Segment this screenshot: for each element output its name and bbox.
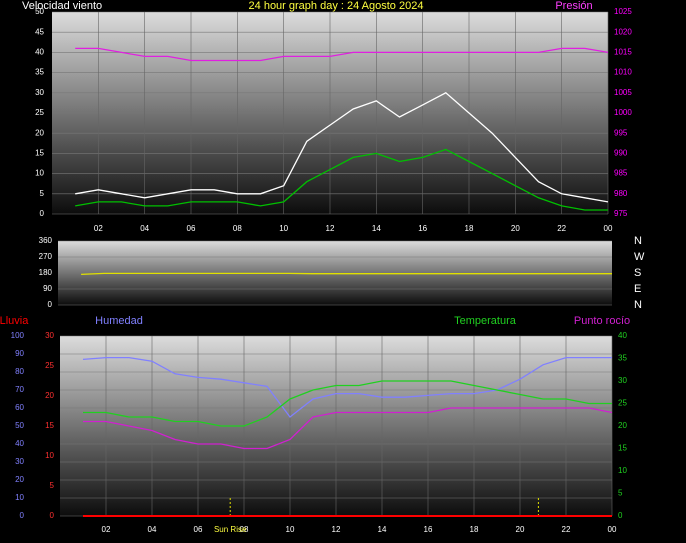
x-tick-label: 02 xyxy=(94,224,103,233)
x-tick-label: 14 xyxy=(372,224,381,233)
y-tick-label: 25 xyxy=(35,108,44,117)
y-tick-label: 5 xyxy=(40,189,45,198)
y2-tick-label: 0 xyxy=(618,511,623,520)
x-tick-label: 20 xyxy=(511,224,520,233)
y3-tick-label: 15 xyxy=(45,421,54,430)
x-tick-label: 00 xyxy=(608,525,617,534)
y-tick-label: 20 xyxy=(35,128,44,137)
legend-label: Punto rocío xyxy=(574,315,630,327)
y2-axis-label: Presión xyxy=(555,0,592,12)
y3-tick-label: 0 xyxy=(50,511,55,520)
y-tick-label: 180 xyxy=(39,268,53,277)
y-tick-label: 40 xyxy=(35,48,44,57)
y2-tick-label: 1005 xyxy=(614,88,632,97)
y2-tick-label: 30 xyxy=(618,376,627,385)
y-tick-label: 15 xyxy=(35,149,44,158)
x-tick-label: 08 xyxy=(233,224,242,233)
y-tick-label: 0 xyxy=(48,300,53,309)
chart-title: 24 hour graph day : 24 Agosto 2024 xyxy=(249,0,424,12)
y-tick-label: 10 xyxy=(35,169,44,178)
y2-tick-label: 15 xyxy=(618,444,627,453)
legend-label: Temperatura xyxy=(454,315,517,327)
y-tick-label: 50 xyxy=(35,7,44,16)
series-line xyxy=(81,272,612,276)
y-tick-label: 30 xyxy=(15,457,24,466)
y-tick-label: 100 xyxy=(11,331,25,340)
x-tick-label: 02 xyxy=(102,525,111,534)
y2-tick-label: 980 xyxy=(614,189,628,198)
series-line xyxy=(83,407,613,450)
x-tick-label: 12 xyxy=(332,525,341,534)
y3-tick-label: 5 xyxy=(50,481,55,490)
x-tick-label: 06 xyxy=(187,224,196,233)
series-line xyxy=(75,47,609,62)
x-tick-label: 10 xyxy=(279,224,288,233)
y-tick-label: 35 xyxy=(35,68,44,77)
y-tick-label: 45 xyxy=(35,27,44,36)
y-tick-label: 270 xyxy=(39,252,53,261)
x-tick-label: 00 xyxy=(604,224,613,233)
y-tick-label: 50 xyxy=(15,421,24,430)
x-tick-label: 04 xyxy=(140,224,149,233)
y-tick-label: 10 xyxy=(15,493,24,502)
x-tick-label: 04 xyxy=(148,525,157,534)
y2-tick-label: 975 xyxy=(614,209,628,218)
y2-tick-label: 1015 xyxy=(614,48,632,57)
y2-tick-label: N xyxy=(634,235,642,247)
y2-tick-label: 1020 xyxy=(614,27,632,36)
y2-tick-label: 40 xyxy=(618,331,627,340)
y2-tick-label: 35 xyxy=(618,354,627,363)
x-tick-label: 06 xyxy=(194,525,203,534)
series-line xyxy=(75,148,608,211)
y2-tick-label: 20 xyxy=(618,421,627,430)
y-tick-label: 90 xyxy=(43,284,52,293)
x-tick-label: 22 xyxy=(557,224,566,233)
y-tick-label: 60 xyxy=(15,403,24,412)
x-tick-label: 18 xyxy=(470,525,479,534)
y2-tick-label: 995 xyxy=(614,128,628,137)
y2-tick-label: 1000 xyxy=(614,108,632,117)
y-tick-label: 90 xyxy=(15,349,24,358)
y2-tick-label: 1025 xyxy=(614,7,632,16)
series-line xyxy=(75,92,609,203)
y3-tick-label: 25 xyxy=(45,361,54,370)
y2-tick-label: 990 xyxy=(614,149,628,158)
x-tick-label: 16 xyxy=(418,224,427,233)
y2-tick-label: 985 xyxy=(614,169,628,178)
x-tick-label: 14 xyxy=(378,525,387,534)
y2-tick-label: 25 xyxy=(618,399,627,408)
series-line xyxy=(82,356,612,418)
x-tick-label: 16 xyxy=(424,525,433,534)
y3-tick-label: 30 xyxy=(45,331,54,340)
y2-tick-label: 5 xyxy=(618,489,623,498)
y-tick-label: 0 xyxy=(40,209,45,218)
y3-tick-label: 20 xyxy=(45,391,54,400)
y2-tick-label: W xyxy=(634,251,645,263)
y2-tick-label: S xyxy=(634,267,641,279)
y-tick-label: 40 xyxy=(15,439,24,448)
x-tick-label: 20 xyxy=(516,525,525,534)
series-line xyxy=(83,380,612,427)
x-tick-label: 22 xyxy=(562,525,571,534)
y3-tick-label: 10 xyxy=(45,451,54,460)
y-tick-label: 20 xyxy=(15,475,24,484)
annotation: Sun Rise xyxy=(214,525,247,534)
x-tick-label: 12 xyxy=(326,224,335,233)
y2-tick-label: E xyxy=(634,283,641,295)
legend-label: Lluvia xyxy=(0,315,29,327)
y2-tick-label: 10 xyxy=(618,466,627,475)
y2-tick-label: N xyxy=(634,299,642,311)
x-tick-label: 18 xyxy=(465,224,474,233)
y-tick-label: 0 xyxy=(20,511,25,520)
y-tick-label: 30 xyxy=(35,88,44,97)
y2-tick-label: 1010 xyxy=(614,68,632,77)
y-tick-label: 360 xyxy=(39,236,53,245)
x-tick-label: 10 xyxy=(286,525,295,534)
y-axis-label: Velocidad viento xyxy=(22,0,102,12)
y-tick-label: 70 xyxy=(15,385,24,394)
y-tick-label: 80 xyxy=(15,367,24,376)
legend-label: Humedad xyxy=(95,315,143,327)
x-tick-label: 08 xyxy=(240,525,249,534)
